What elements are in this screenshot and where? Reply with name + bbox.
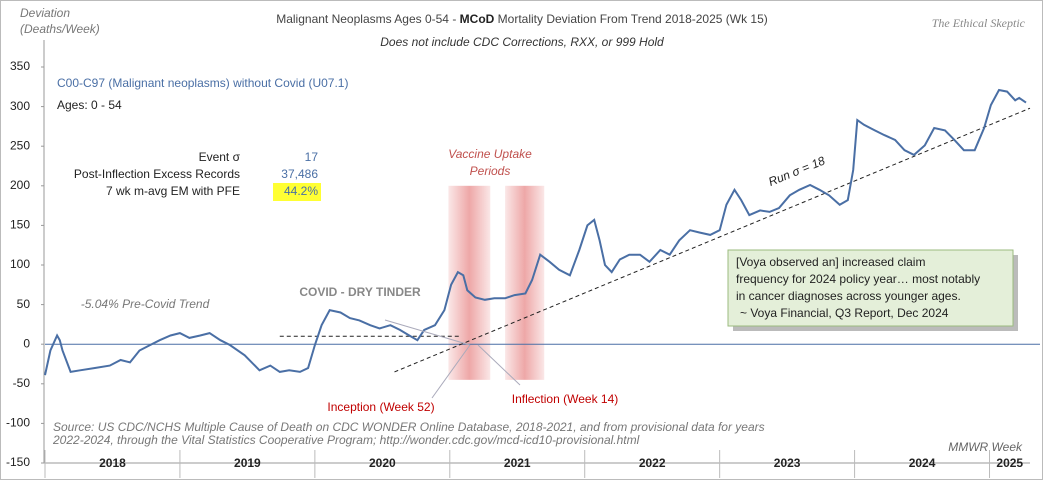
annotation: COVID - DRY TINDER [299, 285, 421, 299]
quote-text: [Voya observed an] increased claim [736, 255, 925, 269]
stat-label: 7 wk m-avg EM with PFE [106, 184, 240, 198]
source: Source: US CDC/NCHS Multiple Cause of De… [53, 420, 765, 434]
x-tick-label: 2024 [909, 456, 936, 470]
y-tick-label: 50 [17, 297, 31, 311]
shaded-period [505, 185, 545, 380]
y-tick-label: 0 [23, 336, 30, 350]
y-tick-label: 300 [10, 99, 30, 113]
line [44, 88, 1027, 376]
pointer [384, 319, 471, 346]
x-tick-label: 2018 [99, 456, 126, 470]
x-tick-label: 2020 [369, 456, 396, 470]
quote-text: frequency for 2024 policy year… most not… [736, 272, 980, 286]
y-tick-label: 150 [10, 218, 30, 232]
title-part: Mortality Deviation From Trend 2018-2025… [494, 12, 767, 26]
y-tick-label: 200 [10, 178, 30, 192]
highlight [273, 183, 321, 201]
x-tick-label: 2021 [504, 456, 531, 470]
ages-label: Ages: 0 - 54 [57, 98, 122, 112]
y-tick-label: 100 [10, 257, 30, 271]
stat-value: 37,486 [281, 167, 318, 181]
stat-label: Event σ [199, 150, 241, 164]
y-tick-label: -100 [6, 416, 30, 430]
pointer [431, 344, 471, 399]
legend-label: C00-C97 (Malignant neoplasms) without Co… [57, 76, 348, 90]
x-tick-label: 2023 [774, 456, 801, 470]
stat-value: 44.2% [284, 184, 318, 198]
source: 2022-2024, through the Vital Statistics … [52, 433, 640, 447]
annotation: -5.04% Pre-Covid Trend [81, 297, 210, 311]
pointer [477, 344, 521, 386]
y-tick-label: 350 [10, 59, 30, 73]
quote-box [727, 249, 1014, 327]
y-label: Deviation [20, 6, 70, 20]
chart-title: Malignant Neoplasms Ages 0-54 - MCoD Mor… [276, 12, 768, 26]
y-tick-label: -50 [13, 376, 31, 390]
x-tick-label: 2025 [996, 456, 1023, 470]
y-label: (Deaths/Week) [20, 22, 100, 36]
y-tick-label: 250 [10, 138, 30, 152]
annotation: Periods [470, 164, 511, 178]
x-label: MMWR Week [948, 440, 1023, 454]
stat-label: Post-Inflection Excess Records [74, 167, 240, 181]
x-tick-label: 2022 [639, 456, 666, 470]
title-part: MCoD [460, 12, 495, 26]
quote-text: ~ Voya Financial, Q3 Report, Dec 2024 [740, 306, 949, 320]
annotation: Inception (Week 52) [327, 400, 434, 414]
annotation: Inflection (Week 14) [512, 392, 619, 406]
y-tick-label: -150 [6, 455, 30, 469]
shaded-period [448, 185, 491, 380]
subtitle: Does not include CDC Corrections, RXX, o… [380, 35, 664, 49]
trend-line [394, 107, 1031, 373]
title-part: Malignant Neoplasms Ages 0-54 - [276, 12, 459, 26]
brand: The Ethical Skeptic [932, 16, 1026, 30]
stat-value: 17 [305, 150, 319, 164]
quote-text: in cancer diagnoses across younger ages. [736, 289, 961, 303]
annotation: Vaccine Uptake [448, 147, 532, 161]
x-tick-label: 2019 [234, 456, 261, 470]
